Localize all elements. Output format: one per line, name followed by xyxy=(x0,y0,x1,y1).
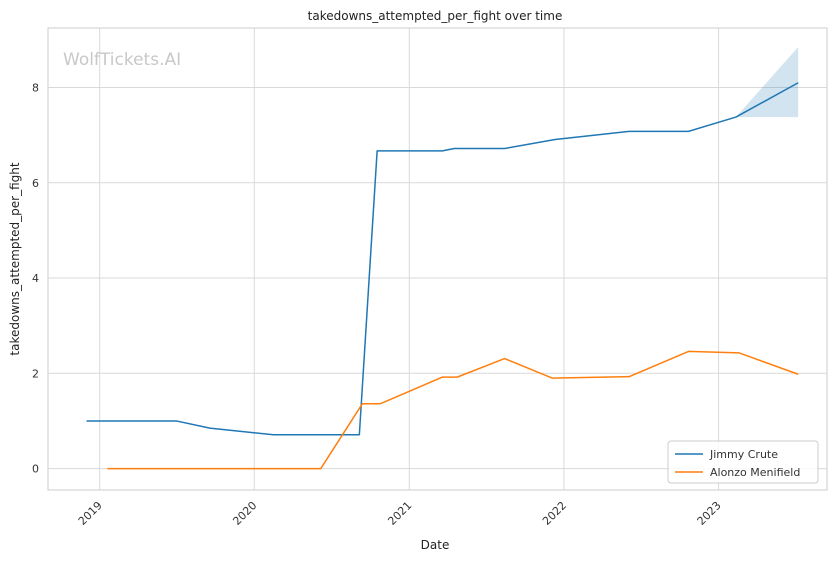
x-axis-label: Date xyxy=(421,538,450,552)
y-tick-label-0: 0 xyxy=(32,463,39,476)
legend: Jimmy Crute Alonzo Menifield xyxy=(667,440,819,484)
y-tick-label-6: 6 xyxy=(32,177,39,190)
y-tick-label-8: 8 xyxy=(32,82,39,95)
series-line-jimmy-crute xyxy=(86,82,799,436)
x-tick-label-2019: 2019 xyxy=(76,499,105,528)
y-tick-label-4: 4 xyxy=(32,272,39,285)
plot-area xyxy=(47,27,828,491)
x-tick-label-2020: 2020 xyxy=(230,499,259,528)
watermark: WolfTickets.AI xyxy=(63,50,181,70)
y-axis-ticks: 0 2 4 6 8 xyxy=(32,82,39,476)
confidence-bands xyxy=(735,47,799,118)
x-tick-label-2021: 2021 xyxy=(385,499,414,528)
legend-label-jimmy-crute: Jimmy Crute xyxy=(709,448,778,461)
x-tick-label-2022: 2022 xyxy=(540,499,569,528)
x-tick-label-2023: 2023 xyxy=(695,499,724,528)
series-lines xyxy=(86,82,799,470)
y-axis-label: takedowns_attempted_per_fight xyxy=(8,162,22,355)
legend-box xyxy=(667,440,819,484)
confidence-band-jimmy-crute xyxy=(735,47,799,118)
legend-label-alonzo-menifield: Alonzo Menifield xyxy=(710,466,800,479)
x-axis-ticks: 2019 2020 2021 2022 2023 xyxy=(76,499,724,528)
chart-title: takedowns_attempted_per_fight over time xyxy=(308,9,563,23)
y-tick-label-2: 2 xyxy=(32,367,39,380)
series-line-alonzo-menifield xyxy=(107,350,799,470)
